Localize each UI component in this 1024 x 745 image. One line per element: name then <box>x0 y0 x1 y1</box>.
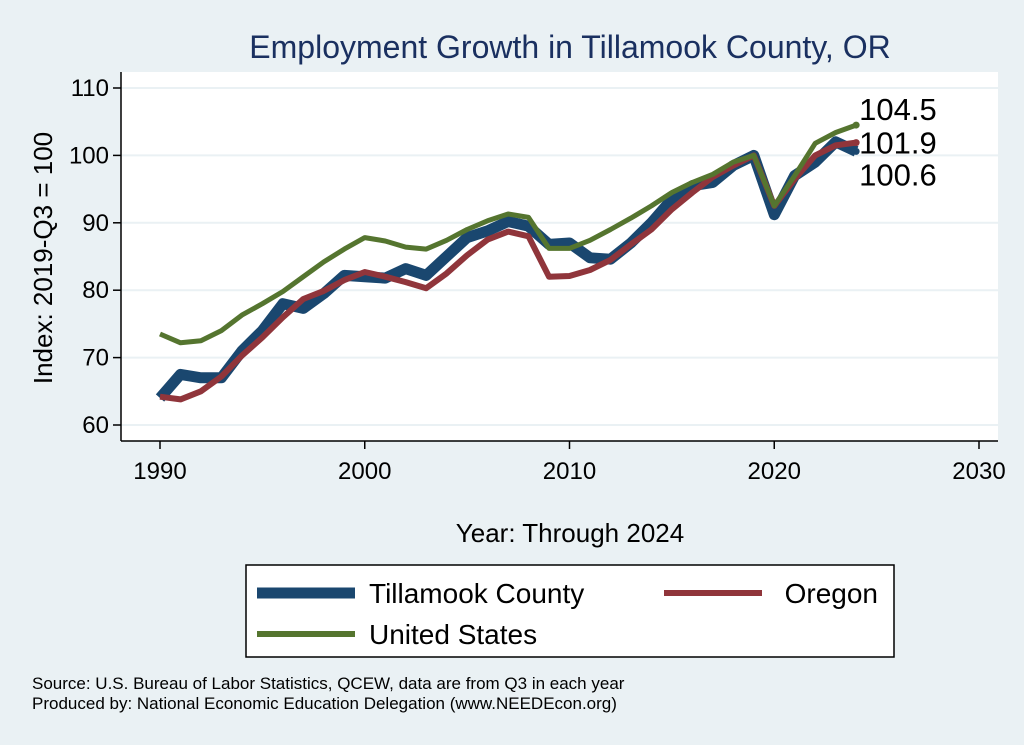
source-note: Source: U.S. Bureau of Labor Statistics,… <box>32 674 625 693</box>
series-end-point-united-states <box>852 121 860 129</box>
x-tick-label-2030: 2030 <box>952 458 1005 485</box>
x-axis-title: Year: Through 2024 <box>456 518 684 548</box>
legend: Tillamook County Oregon United States <box>245 564 895 658</box>
x-tick-label-2000: 2000 <box>338 458 391 485</box>
y-tick-label-110: 110 <box>71 75 109 102</box>
grid <box>121 87 998 426</box>
chart-title: Employment Growth in Tillamook County, O… <box>249 29 890 65</box>
series-end-point-tillamook <box>852 147 860 155</box>
y-tick-label-70: 70 <box>82 345 109 372</box>
x-tick-label-2020: 2020 <box>748 458 801 485</box>
y-axis-title: Index: 2019-Q3 = 100 <box>28 132 58 384</box>
produced-by-note: Produced by: National Economic Education… <box>32 694 617 713</box>
y-tick-label-100: 100 <box>69 142 109 169</box>
y-tick-label-80: 80 <box>82 277 109 304</box>
plot-area <box>121 72 998 441</box>
legend-box <box>245 564 895 658</box>
y-tick-label-90: 90 <box>82 210 109 237</box>
end-label-tillamook: 100.6 <box>859 158 937 193</box>
x-tick-label-1990: 1990 <box>133 458 186 485</box>
axes: 60 70 80 90 100 110 1990 2000 2010 2020 2030 <box>69 72 1006 485</box>
legend-label-united-states: United States <box>369 619 537 650</box>
x-tick-label-2010: 2010 <box>543 458 596 485</box>
series-line-united-states <box>159 122 857 346</box>
series-lines <box>155 121 860 403</box>
y-tick-label-60: 60 <box>82 412 109 439</box>
legend-label-oregon: Oregon <box>785 578 878 609</box>
legend-label-tillamook: Tillamook County <box>369 578 584 609</box>
end-label-united-states: 104.5 <box>859 92 937 127</box>
end-label-oregon: 101.9 <box>859 126 937 161</box>
series-end-point-oregon <box>852 139 860 147</box>
